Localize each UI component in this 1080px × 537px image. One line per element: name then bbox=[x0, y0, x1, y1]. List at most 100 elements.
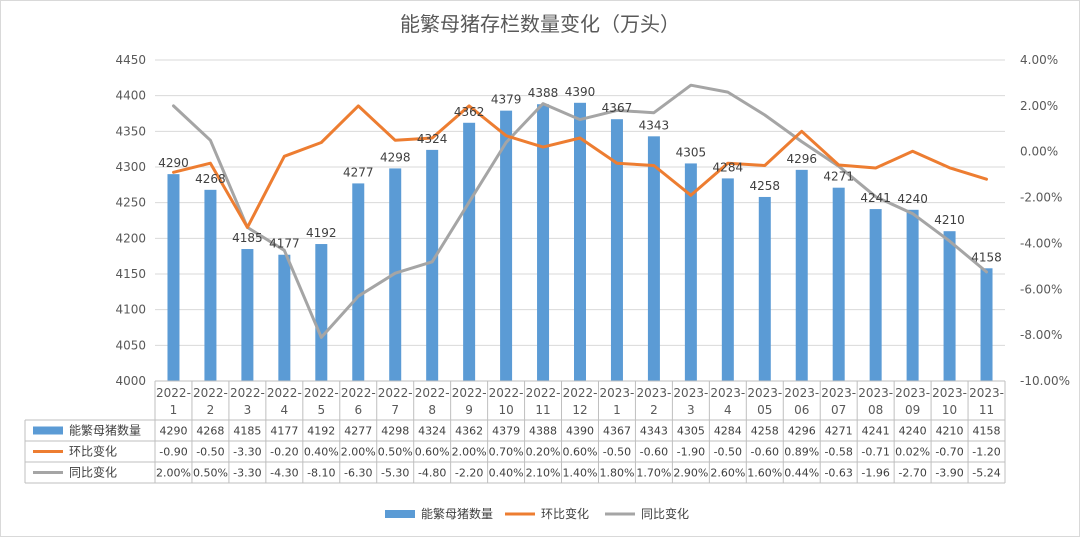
bar bbox=[758, 196, 771, 381]
table-cell: 1.80% bbox=[599, 467, 634, 480]
bar bbox=[241, 249, 254, 381]
x-axis-tick-label: 1 bbox=[613, 403, 621, 417]
table-cell: 4290 bbox=[159, 425, 187, 438]
x-axis-tick-label: 5 bbox=[317, 403, 325, 417]
right-axis-tick-label: -2.00% bbox=[1020, 191, 1062, 205]
left-axis-tick-label: 4350 bbox=[115, 124, 146, 138]
table-cell: -0.20 bbox=[270, 446, 298, 459]
right-axis-tick-label: 2.00% bbox=[1020, 99, 1058, 113]
bar bbox=[647, 136, 660, 381]
bar-data-label: 4324 bbox=[417, 132, 448, 146]
bar-data-label: 4277 bbox=[343, 165, 374, 179]
x-axis-tick-label: 2 bbox=[207, 403, 215, 417]
x-axis-tick-label: 2023- bbox=[895, 386, 930, 400]
right-axis-tick-label: 0.00% bbox=[1020, 145, 1058, 159]
right-axis-tick-label: -6.00% bbox=[1020, 282, 1062, 296]
x-axis-tick-label: 2023- bbox=[636, 386, 671, 400]
table-cell: -2.70 bbox=[898, 467, 926, 480]
table-cell: 0.70% bbox=[489, 446, 524, 459]
bar-data-labels: 4290 4268 4185 4177 4192 4277 4298 4324 4362 4379… bbox=[158, 85, 1002, 264]
table-cell: -0.63 bbox=[824, 467, 852, 480]
right-axis-tick-label: -10.00% bbox=[1020, 374, 1070, 388]
x-axis-tick-label: 2022- bbox=[193, 386, 228, 400]
table-cell: 4284 bbox=[714, 425, 742, 438]
table-cell: 4277 bbox=[344, 425, 372, 438]
table-row-key-swatch bbox=[33, 426, 63, 435]
bar-data-label: 4271 bbox=[823, 170, 854, 184]
table-cell: 0.60% bbox=[415, 446, 450, 459]
table-cell: -5.24 bbox=[972, 467, 1000, 480]
right-axis-tick-label: -8.00% bbox=[1020, 328, 1062, 342]
x-axis-tick-label: 2023- bbox=[710, 386, 745, 400]
x-axis-tick-label: 10 bbox=[498, 403, 513, 417]
bar bbox=[426, 149, 439, 381]
table-cell: 4158 bbox=[973, 425, 1001, 438]
table-cell: 4362 bbox=[455, 425, 483, 438]
bar-data-label: 4367 bbox=[602, 101, 633, 115]
table-cell: 4271 bbox=[825, 425, 853, 438]
legend-swatch bbox=[385, 510, 415, 518]
bar bbox=[352, 183, 365, 381]
x-axis-tick-label: 11 bbox=[535, 403, 550, 417]
table-cell: -3.90 bbox=[935, 467, 963, 480]
table-cell: 4185 bbox=[233, 425, 261, 438]
table-cell: 2.00% bbox=[156, 467, 191, 480]
x-axis-tick-label: 2 bbox=[650, 403, 658, 417]
left-axis-tick-label: 4150 bbox=[115, 267, 146, 281]
bar-data-label: 4192 bbox=[306, 226, 337, 240]
table-cell: 4379 bbox=[492, 425, 520, 438]
table-cell: -6.30 bbox=[344, 467, 372, 480]
table-cell: 0.50% bbox=[378, 446, 413, 459]
table-cell: 0.44% bbox=[784, 467, 819, 480]
bar-data-label: 4284 bbox=[713, 160, 744, 174]
x-axis-tick-label: 2022- bbox=[452, 386, 487, 400]
x-axis-tick-label: 2022- bbox=[156, 386, 191, 400]
bar-data-label: 4185 bbox=[232, 231, 263, 245]
table-cell: 2.00% bbox=[341, 446, 376, 459]
table-cell: -3.30 bbox=[233, 467, 261, 480]
right-axis-tick-label: 4.00% bbox=[1020, 53, 1058, 67]
x-axis-tick-label: 2022- bbox=[563, 386, 598, 400]
bar bbox=[943, 231, 956, 381]
table-cell: 4296 bbox=[788, 425, 816, 438]
table-cell: -0.60 bbox=[751, 446, 779, 459]
bar bbox=[278, 254, 291, 381]
bar-data-label: 4362 bbox=[454, 105, 485, 119]
left-axis-tick-label: 4100 bbox=[115, 303, 146, 317]
table-cell: 4177 bbox=[270, 425, 298, 438]
left-axis-tick-label: 4000 bbox=[115, 374, 146, 388]
legend-label: 同比变化 bbox=[641, 506, 689, 521]
table-cell: 1.60% bbox=[747, 467, 782, 480]
x-axis-tick-label: 8 bbox=[428, 403, 436, 417]
x-axis-tick-label: 2022- bbox=[230, 386, 265, 400]
table-cell: -8.10 bbox=[307, 467, 335, 480]
table-cell: 4192 bbox=[307, 425, 335, 438]
x-axis-tick-label: 11 bbox=[979, 403, 994, 417]
table-row-header: 环比变化 bbox=[69, 444, 117, 459]
table-cell: 0.40% bbox=[489, 467, 524, 480]
x-axis-tick-label: 7 bbox=[391, 403, 399, 417]
bar-data-label: 4298 bbox=[380, 150, 411, 164]
bar bbox=[869, 209, 882, 381]
bar bbox=[500, 110, 513, 381]
bar-data-label: 4241 bbox=[860, 191, 891, 205]
x-axis-tick-label: 4 bbox=[281, 403, 289, 417]
table-cell: 4240 bbox=[899, 425, 927, 438]
x-axis-tick-label: 4 bbox=[724, 403, 732, 417]
table-cell: 4367 bbox=[603, 425, 631, 438]
right-axis-tick-label: -4.00% bbox=[1020, 236, 1062, 250]
bar bbox=[574, 102, 586, 382]
table-cell: -2.20 bbox=[455, 467, 483, 480]
line-series bbox=[172, 83, 988, 339]
table-cell: 2.60% bbox=[710, 467, 745, 480]
table-cell: -0.50 bbox=[603, 446, 631, 459]
bar-data-label: 4177 bbox=[269, 237, 300, 251]
table-cell: 4258 bbox=[751, 425, 779, 438]
bar-data-label: 4290 bbox=[158, 156, 189, 170]
x-axis-tick-label: 10 bbox=[942, 403, 957, 417]
x-axis-tick-label: 6 bbox=[354, 403, 362, 417]
table-cell: -0.90 bbox=[159, 446, 187, 459]
data-table: 2022- 1 2022- 2 2022- 3 2022- 4 2022- 5 2022- 6 2022… bbox=[24, 380, 1006, 484]
table-cell: 4268 bbox=[196, 425, 224, 438]
